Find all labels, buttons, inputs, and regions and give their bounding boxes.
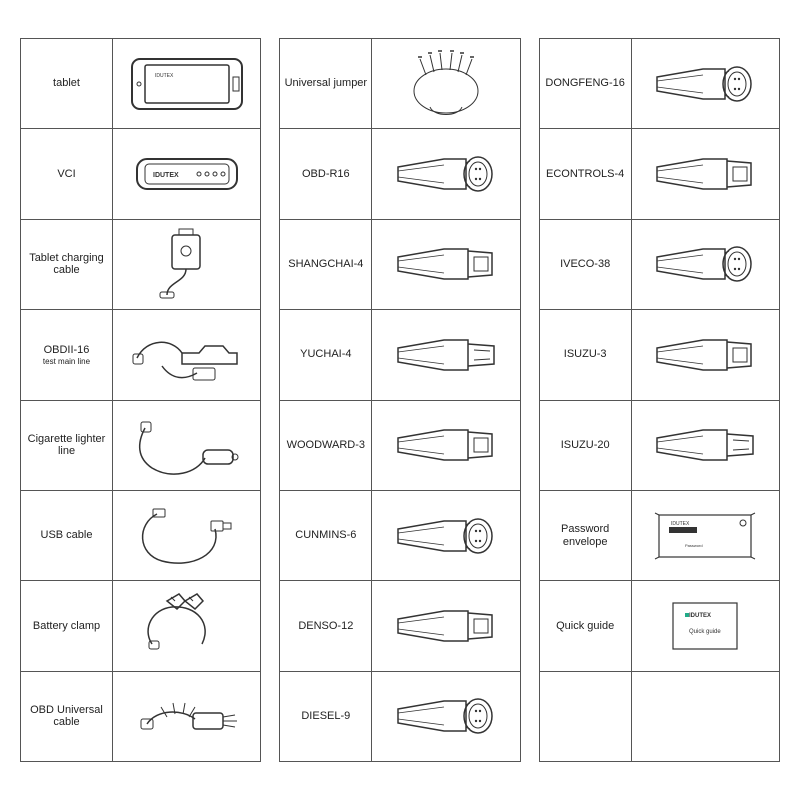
item-label: OBD Universal cable: [21, 672, 113, 761]
connector-icon: [372, 491, 519, 580]
item-label: Cigarette lighter line: [21, 401, 113, 490]
item-label: [540, 672, 632, 761]
item-label: DONGFENG-16: [540, 39, 632, 128]
table-row: DONGFENG-16: [540, 39, 779, 129]
item-label: OBDII-16test main line: [21, 310, 113, 399]
table-row: Universal jumper: [280, 39, 519, 129]
usb-icon: [113, 491, 260, 580]
item-label: SHANGCHAI-4: [280, 220, 372, 309]
column-2: Universal jumper OBD-R16 SHANGCHAI-4 YUC…: [279, 38, 520, 762]
connector-icon: [372, 581, 519, 670]
item-label: YUCHAI-4: [280, 310, 372, 399]
obd16-icon: [113, 310, 260, 399]
connector-icon: [632, 310, 779, 399]
item-label: OBD-R16: [280, 129, 372, 218]
tablet-icon: [113, 39, 260, 128]
jumper-icon: [372, 39, 519, 128]
connector-icon: [632, 220, 779, 309]
table-row: VCI: [21, 129, 260, 219]
envelope-icon: [632, 491, 779, 580]
item-label: DIESEL-9: [280, 672, 372, 761]
connector-icon: [372, 672, 519, 761]
table-row: ECONTROLS-4: [540, 129, 779, 219]
table-row: OBD-R16: [280, 129, 519, 219]
table-row: Tablet charging cable: [21, 220, 260, 310]
table-row: WOODWARD-3: [280, 401, 519, 491]
connector-icon: [372, 220, 519, 309]
table-row: tablet: [21, 39, 260, 129]
connector-icon: [372, 401, 519, 490]
item-label: ISUZU-3: [540, 310, 632, 399]
charger-icon: [113, 220, 260, 309]
table-row: Cigarette lighter line: [21, 401, 260, 491]
table-row: Quick guide: [540, 581, 779, 671]
table-row: CUNMINS-6: [280, 491, 519, 581]
table-row: DENSO-12: [280, 581, 519, 671]
column-3: DONGFENG-16 ECONTROLS-4 IVECO-38 ISUZU-3…: [539, 38, 780, 762]
item-label: Tablet charging cable: [21, 220, 113, 309]
item-label: Battery clamp: [21, 581, 113, 670]
clamp-icon: [113, 581, 260, 670]
item-label: Password envelope: [540, 491, 632, 580]
connector-icon: [372, 129, 519, 218]
unicable-icon: [113, 672, 260, 761]
table-row: SHANGCHAI-4: [280, 220, 519, 310]
connector-icon: [632, 129, 779, 218]
blank-icon: [632, 672, 779, 761]
table-row: [540, 672, 779, 761]
item-label: tablet: [21, 39, 113, 128]
table-row: IVECO-38: [540, 220, 779, 310]
item-label: ISUZU-20: [540, 401, 632, 490]
table-row: Battery clamp: [21, 581, 260, 671]
connector-icon: [632, 401, 779, 490]
item-label: CUNMINS-6: [280, 491, 372, 580]
connector-icon: [632, 39, 779, 128]
item-label: ECONTROLS-4: [540, 129, 632, 218]
item-label: VCI: [21, 129, 113, 218]
item-label: Quick guide: [540, 581, 632, 670]
item-label: DENSO-12: [280, 581, 372, 670]
item-label: Universal jumper: [280, 39, 372, 128]
table-row: DIESEL-9: [280, 672, 519, 761]
item-label: IVECO-38: [540, 220, 632, 309]
table-row: ISUZU-3: [540, 310, 779, 400]
connector-icon: [372, 310, 519, 399]
table-row: OBDII-16test main line: [21, 310, 260, 400]
guide-icon: [632, 581, 779, 670]
table-row: ISUZU-20: [540, 401, 779, 491]
table-row: USB cable: [21, 491, 260, 581]
packing-list-grid: tablet VCI Tablet charging cable OBDII-1…: [0, 0, 800, 800]
item-label: USB cable: [21, 491, 113, 580]
item-label: WOODWARD-3: [280, 401, 372, 490]
table-row: Password envelope: [540, 491, 779, 581]
table-row: OBD Universal cable: [21, 672, 260, 761]
vci-icon: [113, 129, 260, 218]
cigarette-icon: [113, 401, 260, 490]
table-row: YUCHAI-4: [280, 310, 519, 400]
column-1: tablet VCI Tablet charging cable OBDII-1…: [20, 38, 261, 762]
